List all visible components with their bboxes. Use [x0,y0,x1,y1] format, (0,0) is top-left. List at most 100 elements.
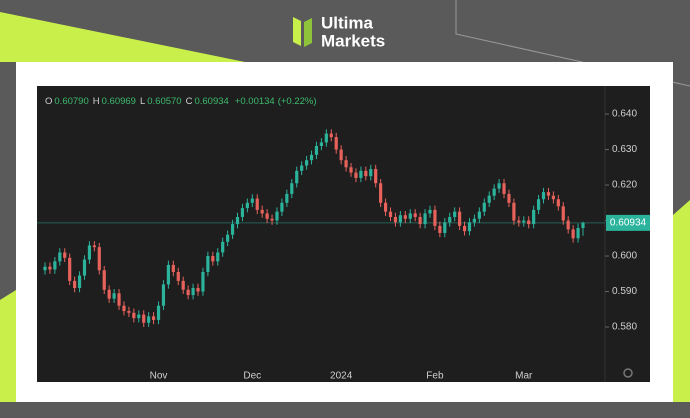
chart-area [37,86,650,382]
candle-body [374,169,378,184]
candle-body [255,198,259,210]
candle-body [393,216,398,223]
candle-body [171,264,175,272]
last-price-badge [606,214,650,231]
candle-body [383,202,388,212]
y-tick-label: 0.590 [612,286,637,297]
candle-body [230,224,235,235]
candle-body [295,170,299,184]
candle-body [122,305,126,312]
ohlc-key: H [93,96,100,107]
x-tick-label: Nov [150,371,168,382]
candle-body [117,293,121,306]
candle-body [309,154,314,161]
brand-name: Markets [321,31,385,50]
candle-body [250,198,254,203]
candle-body [280,202,284,212]
candle-body [92,245,96,248]
candle-body [403,215,407,219]
ohlc-value: 0.60570 [147,96,181,107]
candle-body [482,202,486,212]
candle-body [191,287,195,296]
candle-body [339,149,343,161]
candle-body [319,142,324,146]
candle-body [408,213,412,219]
ohlc-change-pct: (+0.22%) [278,96,317,107]
candle-body [507,193,511,203]
y-tick-label: 0.580 [612,322,637,333]
ohlc-header: O 0.60790 H 0.60969 L 0.60570 C 0.60934 +0.00134… [45,96,317,107]
candle-body [235,216,240,225]
candle-body [497,183,501,189]
candle-body [334,137,338,150]
candle-body [492,188,496,196]
ohlc-value: 0.60790 [54,96,88,107]
ohlc-value: 0.60969 [102,96,136,107]
candle-body [290,183,294,194]
candle-body [226,234,230,242]
candle-body [132,312,136,319]
candle-body [566,220,570,230]
plot: 0.5800.5900.6000.6100.6200.6300.640NovDe… [37,96,650,382]
candle-body [102,270,106,290]
candle-body [472,218,477,223]
candle-body [532,209,536,225]
candle-body [379,183,383,203]
candle-body [561,206,565,221]
candle-body [314,145,319,155]
ohlc-value: 0.60934 [194,96,228,107]
candle-body [156,305,161,320]
accent-shape [0,290,16,402]
candle-body [428,209,432,214]
candle-body [512,202,516,221]
candle-body [551,195,555,200]
settings-icon-ring[interactable] [623,368,633,378]
candle-body [300,165,304,171]
candle-body [176,272,180,281]
candle-body [556,199,560,207]
y-tick-label: 0.630 [612,144,637,155]
candle-body [571,229,575,239]
candle-body [344,160,348,168]
candle-body [147,316,151,323]
candle-body [398,215,402,223]
candle-body [161,284,166,306]
candle-body [467,222,472,232]
candle-body [275,211,279,221]
candle-body [73,280,77,288]
candle-body [413,213,417,217]
candle-body [107,289,111,299]
candle-body [458,211,462,226]
candle-body [536,199,541,210]
accent-shape [0,12,245,62]
candle-body [112,293,116,299]
ohlc-change: +0.00134 [235,96,275,107]
candle-body [527,220,531,225]
candle-body [285,193,289,203]
y-tick-label: 0.600 [612,251,637,262]
candle-body [87,245,92,260]
x-tick-label: Feb [426,371,444,382]
ohlc-key: C [186,96,193,107]
candle-body [53,261,57,270]
candle-body [487,195,491,203]
ohlc-key: L [140,96,145,107]
candle-body [448,216,452,223]
settings-icon[interactable] [623,368,633,378]
candle-body [245,202,249,209]
candle-body [221,241,225,253]
candle-body [211,256,215,262]
candle-body [166,264,170,285]
candle-body [58,252,62,262]
candle-body [270,218,274,221]
candle-body [581,222,585,228]
candle-body [541,192,546,200]
candle-body [142,314,146,323]
candle-body [265,213,269,219]
candle-body [216,252,220,262]
candle-body [68,257,72,281]
candle-body [196,287,200,292]
x-tick-label: 2024 [330,371,353,382]
candle-body [97,247,101,271]
